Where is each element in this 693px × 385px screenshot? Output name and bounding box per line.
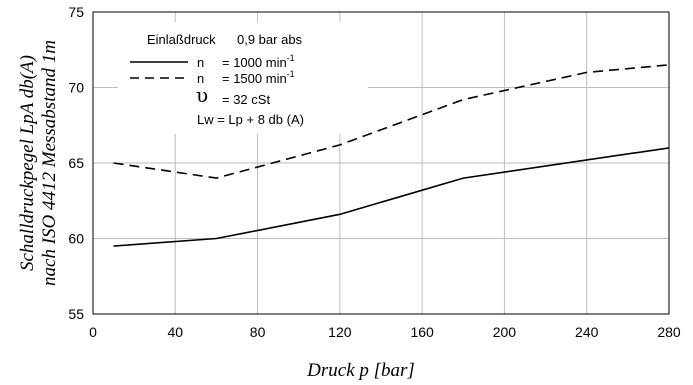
viscosity-symbol: υ bbox=[196, 83, 208, 107]
x-axis-label: Druck p [bar] bbox=[306, 360, 415, 381]
y-tick-label: 55 bbox=[68, 306, 84, 322]
x-tick-label: 160 bbox=[410, 324, 434, 340]
legend-series1-prefix: n bbox=[197, 55, 204, 70]
y-tick-label: 60 bbox=[68, 231, 84, 247]
legend-title-value: 0,9 bar abs bbox=[237, 32, 303, 47]
x-tick-label: 0 bbox=[89, 324, 97, 340]
y-tick-label: 70 bbox=[68, 80, 84, 96]
series-line-2 bbox=[113, 64, 670, 179]
x-tick-label: 200 bbox=[493, 324, 517, 340]
legend-series2-prefix: n bbox=[197, 71, 204, 86]
legend-series2-exp: -1 bbox=[287, 69, 295, 79]
series-lines bbox=[113, 64, 670, 247]
x-tick-label: 280 bbox=[657, 324, 681, 340]
legend-title-label: Einlaßdruck bbox=[147, 32, 216, 47]
legend-series1-exp: -1 bbox=[287, 53, 295, 63]
x-tick-label: 240 bbox=[575, 324, 599, 340]
x-tick-label: 80 bbox=[250, 324, 266, 340]
y-tick-label: 75 bbox=[68, 4, 84, 20]
legend: Einlaßdruck 0,9 bar abs n = 1000 min-1 n… bbox=[118, 22, 368, 134]
y-tick-label: 65 bbox=[68, 155, 84, 171]
plot-frame bbox=[92, 11, 670, 315]
y-axis-label-line2: nach ISO 4412 Messabstand 1m bbox=[39, 40, 60, 286]
legend-series2-value: = 1500 min bbox=[222, 71, 287, 86]
legend-formula: Lw = Lp + 8 db (A) bbox=[197, 112, 304, 127]
x-axis-ticks: 0 40 80 120 160 200 240 280 bbox=[89, 324, 681, 340]
y-axis-label-line1: Schalldruckpegel LpA db(A) bbox=[17, 55, 38, 271]
legend-series1-value: = 1000 min bbox=[222, 55, 287, 70]
series-line-1 bbox=[113, 147, 670, 247]
legend-series2-label: = 1500 min-1 bbox=[222, 69, 295, 86]
legend-background bbox=[118, 22, 368, 134]
x-tick-label: 40 bbox=[167, 324, 183, 340]
x-tick-label: 120 bbox=[328, 324, 352, 340]
legend-series1-label: = 1000 min-1 bbox=[222, 53, 295, 70]
y-axis-ticks: 55 60 65 70 75 bbox=[68, 4, 84, 322]
legend-viscosity-value: = 32 cSt bbox=[222, 92, 270, 107]
